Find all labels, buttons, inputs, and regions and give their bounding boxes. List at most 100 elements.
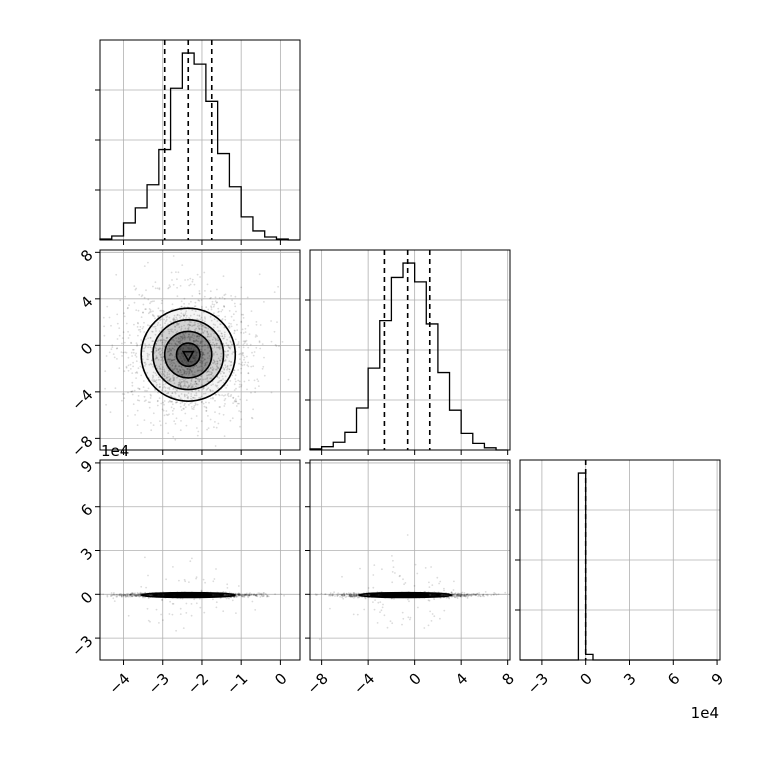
sample-point	[229, 380, 232, 382]
sample-point	[189, 337, 192, 339]
sample-point	[148, 363, 151, 366]
sample-point	[165, 316, 168, 319]
sample-point	[254, 387, 257, 390]
sample-point	[236, 593, 239, 595]
sample-point	[256, 378, 259, 381]
sample-point	[160, 356, 163, 359]
sample-point	[256, 594, 258, 596]
sample-point	[182, 380, 184, 383]
sample-point	[178, 381, 181, 384]
y-tick-label: −3	[68, 632, 96, 660]
sample-point	[224, 403, 226, 405]
sample-point	[224, 394, 227, 396]
sample-point	[206, 283, 209, 286]
sample-point	[148, 406, 151, 409]
sample-point	[201, 352, 204, 354]
sample-point	[195, 602, 198, 605]
sample-point	[213, 578, 216, 580]
sample-point	[157, 378, 160, 381]
sample-point	[228, 368, 231, 371]
sample-point	[442, 594, 444, 596]
sample-point	[458, 594, 461, 597]
sample-point	[133, 594, 136, 597]
sample-point	[246, 343, 248, 346]
sample-point	[191, 345, 194, 347]
sample-point	[143, 265, 146, 267]
sample-point	[177, 353, 179, 356]
sample-point	[184, 312, 187, 314]
sample-point	[195, 385, 197, 388]
sample-point	[153, 379, 155, 381]
sample-point	[223, 405, 226, 407]
sample-point	[139, 326, 142, 328]
sample-point	[198, 397, 200, 399]
sample-point	[185, 381, 188, 383]
sample-point	[193, 339, 195, 342]
sample-point	[205, 406, 208, 409]
sample-point	[217, 381, 220, 384]
sample-point	[246, 364, 249, 366]
sample-point	[179, 285, 182, 287]
sample-point	[227, 350, 230, 352]
sample-point	[237, 343, 240, 345]
panel-content	[100, 556, 285, 632]
sample-point	[448, 597, 451, 600]
sample-point	[164, 314, 167, 317]
sample-point	[237, 395, 240, 398]
sample-point	[174, 365, 177, 368]
sample-point	[118, 594, 121, 597]
sample-point	[178, 383, 180, 386]
sample-point	[228, 591, 231, 594]
sample-point	[475, 593, 477, 596]
sample-point	[219, 347, 221, 349]
sample-point	[177, 371, 180, 373]
sample-point	[223, 306, 226, 308]
sample-point	[138, 399, 141, 402]
sample-point	[147, 597, 150, 600]
sample-point	[202, 378, 205, 381]
sample-point	[238, 410, 241, 412]
sample-point	[227, 596, 229, 599]
sample-point	[130, 390, 133, 393]
sample-point	[231, 417, 234, 420]
sample-point	[224, 318, 227, 321]
sample-point	[248, 379, 250, 382]
sample-point	[180, 305, 183, 308]
sample-point	[238, 346, 241, 349]
sample-point	[240, 418, 243, 421]
sample-point	[155, 343, 158, 346]
sample-point	[197, 351, 200, 354]
sample-point	[273, 330, 276, 333]
sample-point	[219, 355, 222, 358]
sample-point	[191, 334, 194, 337]
sample-point	[233, 400, 236, 403]
sample-point	[170, 352, 172, 355]
sample-point	[221, 296, 224, 299]
sample-point	[179, 613, 182, 615]
sample-point	[191, 295, 194, 297]
sample-point	[179, 369, 182, 372]
sample-point	[231, 343, 234, 346]
sample-point	[138, 595, 141, 598]
sample-point	[250, 310, 253, 312]
sample-point	[238, 593, 241, 596]
sample-point	[240, 363, 243, 366]
sample-point	[201, 368, 204, 371]
sample-point	[203, 611, 206, 614]
sample-point	[351, 595, 354, 598]
sample-point	[194, 402, 197, 405]
sample-point	[108, 316, 111, 319]
sample-point	[171, 403, 174, 406]
sample-point	[183, 382, 186, 385]
sample-point	[456, 593, 459, 596]
sample-point	[197, 430, 200, 433]
sample-point	[161, 344, 164, 346]
sample-point	[237, 593, 240, 595]
sample-point	[205, 389, 208, 391]
sample-point	[221, 394, 224, 396]
sample-point	[180, 312, 183, 315]
sample-point	[194, 328, 196, 331]
sample-point	[156, 383, 158, 386]
sample-point	[190, 401, 193, 404]
sample-point	[189, 384, 192, 386]
